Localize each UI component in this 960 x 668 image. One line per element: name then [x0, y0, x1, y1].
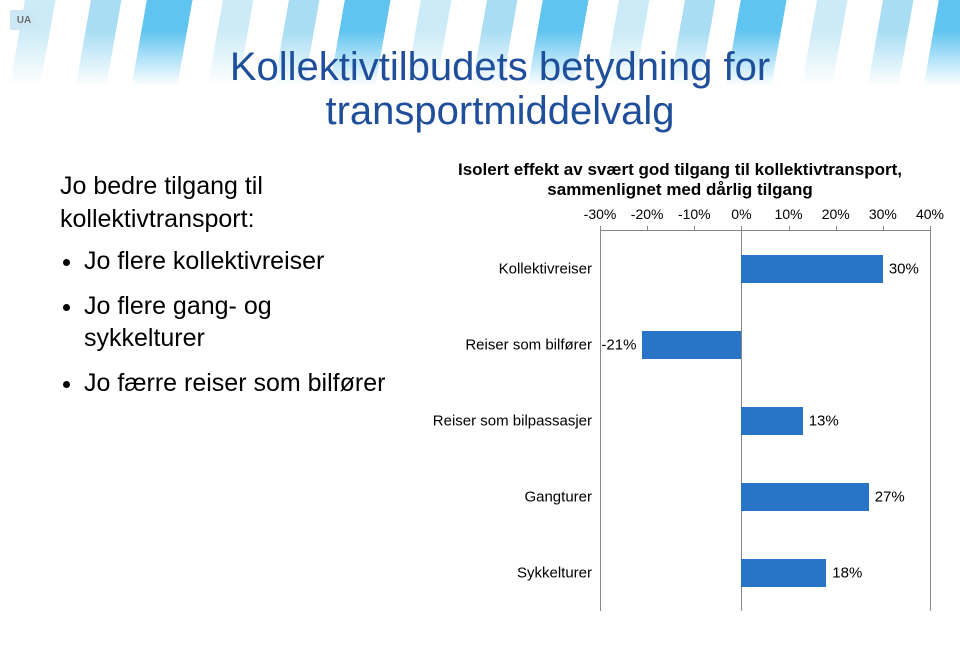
x-tick-label: 0% [731, 206, 751, 222]
x-tick-label: 40% [916, 206, 944, 222]
bar [642, 331, 741, 359]
value-label: 27% [875, 489, 905, 506]
category-label: Kollektivreiser [430, 261, 592, 278]
chart: Isolert effekt av svært god tilgang til … [430, 160, 930, 611]
bullet-1: Jo flere kollektivreiser [84, 245, 390, 278]
category-label: Sykkelturer [430, 565, 592, 582]
x-axis-labels: -30%-20%-10%0%10%20%30%40% [600, 206, 930, 230]
bar [741, 255, 882, 283]
ua-badge: UA [10, 10, 38, 30]
intro-text: Jo bedre tilgang til kollektivtransport: [60, 170, 390, 235]
x-tick-label: -10% [678, 206, 711, 222]
x-tick-label: 20% [822, 206, 850, 222]
bar [741, 483, 868, 511]
chart-title: Isolert effekt av svært god tilgang til … [430, 160, 930, 200]
category-label: Reiser som bilpassasjer [430, 413, 592, 430]
bar [741, 407, 802, 435]
x-tick-label: 30% [869, 206, 897, 222]
slide-content: Kollektivtilbudets betydning for transpo… [0, 0, 960, 668]
slide-title: Kollektivtilbudets betydning for transpo… [100, 45, 900, 133]
category-label: Reiser som bilfører [430, 337, 592, 354]
category-label: Gangturer [430, 489, 592, 506]
value-label: 30% [889, 261, 919, 278]
chart-row: Sykkelturer 18% [430, 549, 930, 597]
chart-row: Reiser som bilfører -21% [430, 321, 930, 369]
x-tick-label: -30% [584, 206, 617, 222]
chart-row: Kollektivreiser 30% [430, 245, 930, 293]
plot-area: Kollektivreiser30%Reiser som bilfører-21… [600, 230, 930, 611]
bullet-2: Jo flere gang- og sykkelturer [84, 290, 390, 355]
chart-row: Reiser som bilpassasjer 13% [430, 397, 930, 445]
value-label: 13% [809, 413, 839, 430]
left-column: Jo bedre tilgang til kollektivtransport:… [60, 170, 390, 411]
bullet-3: Jo færre reiser som bilfører [84, 367, 390, 400]
x-tick-label: 10% [775, 206, 803, 222]
value-label: -21% [601, 337, 636, 354]
value-label: 18% [832, 565, 862, 582]
bar [741, 559, 826, 587]
x-tick-label: -20% [631, 206, 664, 222]
chart-row: Gangturer 27% [430, 473, 930, 521]
